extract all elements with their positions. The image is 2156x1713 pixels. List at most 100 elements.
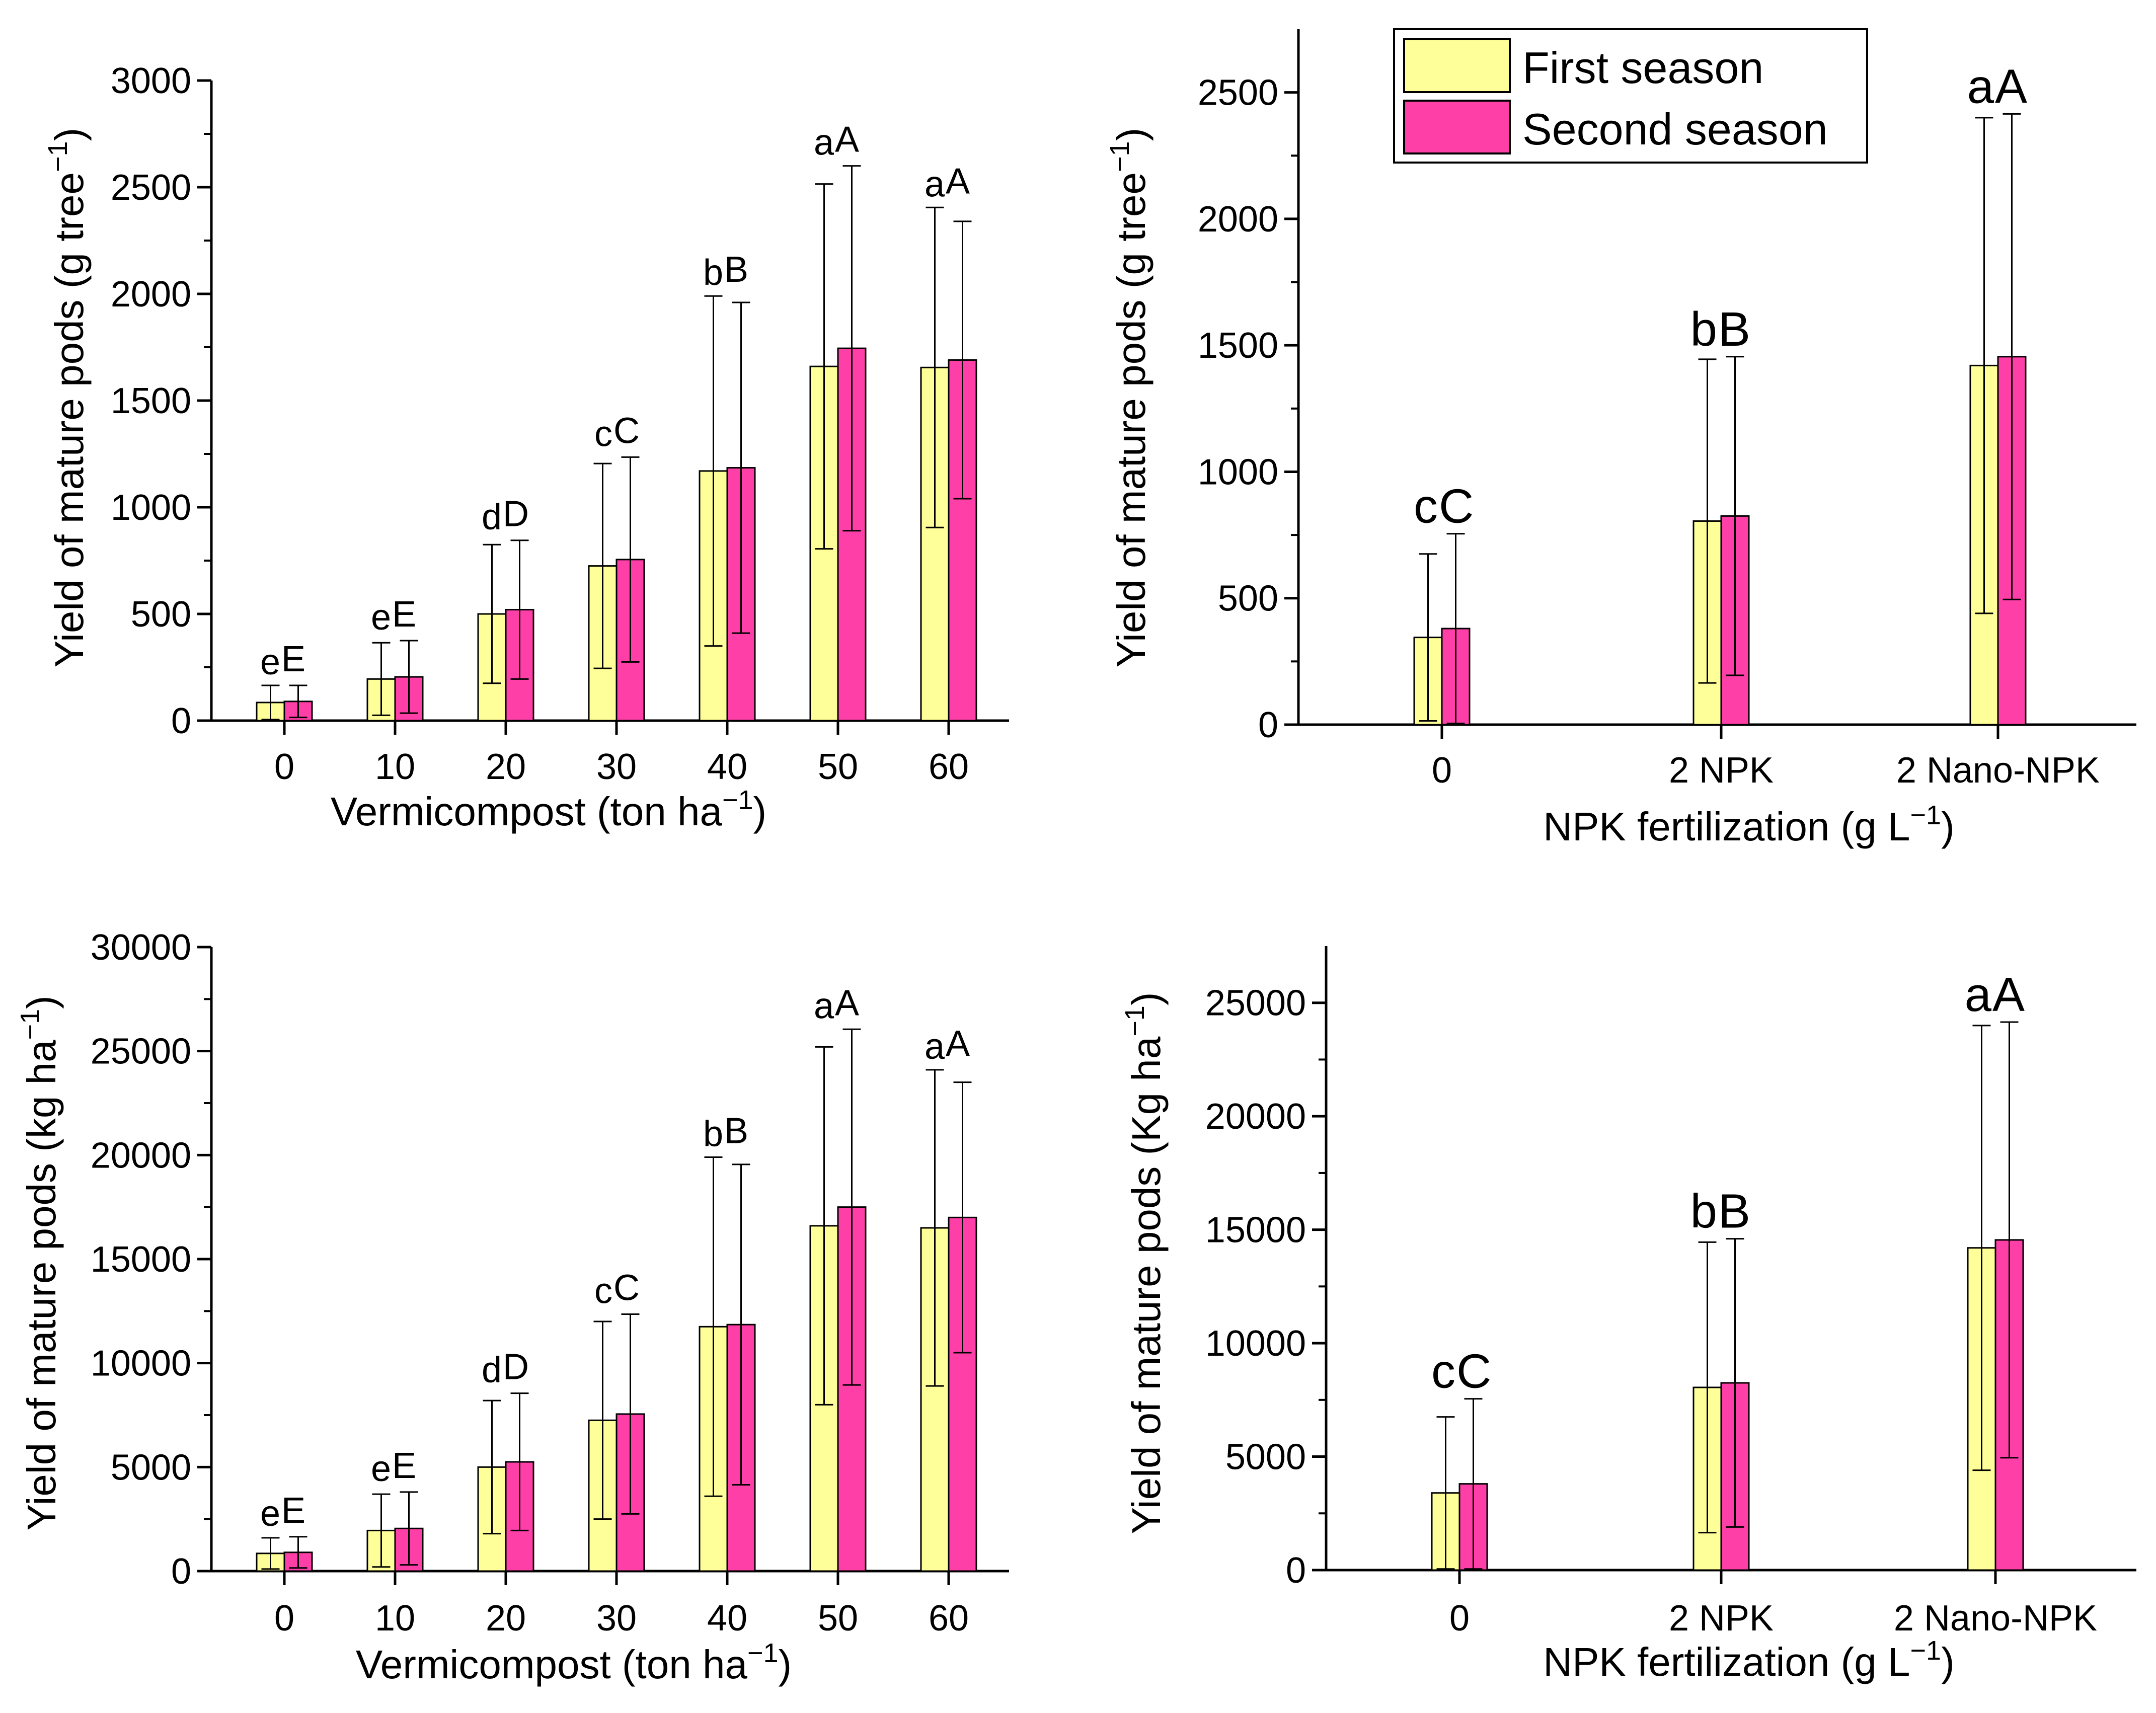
y-tick-label: 0 <box>1286 1550 1306 1591</box>
y-tick-label: 500 <box>1218 579 1278 619</box>
significance-letter-second: A <box>1995 59 2027 113</box>
significance-letter-first: a <box>925 1027 945 1067</box>
x-tick-label: 0 <box>1432 750 1452 791</box>
y-tick-label: 1500 <box>1198 326 1278 366</box>
x-tick-label: 10 <box>375 1598 415 1639</box>
significance-letter-second: A <box>1992 968 2025 1022</box>
x-tick-label: 20 <box>486 747 526 787</box>
panel-top-right: 0 500 1000 1500 2000 2500 0 c C 2 NPK b B 2 Nano-NPK… <box>1105 29 2136 849</box>
y-axis-label: Yield of mature pods (g tree−1) <box>1105 128 1153 667</box>
y-tick-label: 2000 <box>1198 199 1278 240</box>
y-tick-label: 0 <box>1258 705 1278 745</box>
significance-letter-first: c <box>594 1271 612 1311</box>
y-tick-label: 20000 <box>91 1135 191 1176</box>
y-tick-label: 15000 <box>91 1239 191 1280</box>
y-tick-label: 15000 <box>1205 1210 1306 1251</box>
x-tick-label: 50 <box>818 747 858 787</box>
x-tick-label: 40 <box>707 747 747 787</box>
significance-letter-first: b <box>1690 1185 1717 1238</box>
significance-letter-second: A <box>946 161 970 201</box>
y-tick-label: 20000 <box>1205 1097 1306 1137</box>
significance-letter-second: D <box>503 1347 529 1387</box>
x-tick-label: 30 <box>596 1598 637 1639</box>
x-axis-label: NPK fertilization (g L−1) <box>1543 800 1954 849</box>
y-tick-label: 0 <box>171 701 191 741</box>
x-tick-label: 20 <box>486 1598 526 1639</box>
y-tick-label: 10000 <box>1205 1323 1306 1364</box>
x-tick-label: 50 <box>818 1598 858 1639</box>
y-tick-label: 0 <box>171 1551 191 1592</box>
significance-letter-second: A <box>835 120 859 160</box>
legend-swatch-first <box>1403 38 1511 93</box>
x-tick-label: 2 NPK <box>1669 750 1774 791</box>
legend-label-first: First season <box>1522 43 1763 93</box>
x-tick-label: 2 NPK <box>1669 1598 1774 1639</box>
x-axis-label: NPK fertilization (g L−1) <box>1543 1636 1954 1684</box>
significance-letter-first: a <box>1965 968 1992 1022</box>
y-tick-label: 2000 <box>111 274 191 315</box>
significance-letter-first: e <box>371 1449 391 1489</box>
x-tick-label: 60 <box>929 747 969 787</box>
significance-letter-second: A <box>835 983 859 1023</box>
significance-letter-first: c <box>594 414 612 454</box>
significance-letter-second: C <box>613 1268 640 1308</box>
x-tick-label: 0 <box>274 1598 294 1639</box>
x-tick-label: 30 <box>596 747 637 787</box>
y-tick-label: 5000 <box>111 1447 191 1488</box>
legend-label-second: Second season <box>1522 104 1828 154</box>
y-axis-label: Yield of mature pods (Kg ha−1) <box>1120 992 1169 1534</box>
legend-swatch-second <box>1403 100 1511 154</box>
significance-letter-first: e <box>260 642 280 682</box>
x-tick-label: 10 <box>375 747 415 787</box>
y-tick-label: 500 <box>131 594 191 635</box>
y-tick-label: 5000 <box>1225 1437 1306 1477</box>
significance-letter-second: B <box>1718 1185 1750 1238</box>
x-tick-label: 60 <box>929 1598 969 1639</box>
significance-letter-first: d <box>482 497 502 537</box>
significance-letter-second: B <box>1718 302 1750 356</box>
significance-letter-first: b <box>1690 302 1717 356</box>
x-axis-label: Vermicompost (ton ha−1) <box>356 1638 792 1687</box>
significance-letter-second: A <box>946 1024 970 1064</box>
y-tick-label: 10000 <box>91 1344 191 1384</box>
significance-letter-first: b <box>703 253 723 293</box>
y-tick-label: 1000 <box>111 488 191 528</box>
y-axis-label: Yield of mature pods (g tree−1) <box>43 128 92 667</box>
significance-letter-second: C <box>613 411 640 451</box>
x-tick-label: 0 <box>1449 1598 1470 1639</box>
significance-letter-first: a <box>1967 59 1994 113</box>
y-tick-label: 2500 <box>1198 73 1278 113</box>
significance-letter-second: E <box>281 1491 305 1531</box>
significance-letter-second: E <box>392 594 416 635</box>
significance-letter-second: D <box>503 494 529 534</box>
significance-letter-second: C <box>1456 1345 1491 1398</box>
significance-letter-first: d <box>482 1350 502 1390</box>
significance-letter-first: a <box>814 123 834 163</box>
y-tick-label: 1000 <box>1198 452 1278 492</box>
y-tick-label: 1500 <box>111 381 191 421</box>
significance-letter-second: E <box>392 1446 416 1486</box>
significance-letter-first: a <box>814 986 834 1026</box>
significance-letter-first: e <box>371 597 391 638</box>
significance-letter-first: c <box>1414 480 1438 533</box>
significance-letter-first: a <box>925 164 945 204</box>
x-tick-label: 2 Nano-NPK <box>1894 1598 2097 1639</box>
y-axis-label: Yield of mature pods (kg ha−1) <box>15 995 64 1531</box>
x-tick-label: 0 <box>274 747 294 787</box>
significance-letter-second: C <box>1439 480 1474 533</box>
significance-letter-second: E <box>281 639 305 679</box>
legend: First season Second season <box>1393 28 1868 164</box>
y-tick-label: 25000 <box>91 1032 191 1072</box>
y-tick-label: 2500 <box>111 168 191 208</box>
significance-letter-second: B <box>724 1111 748 1151</box>
panel-bottom-right: 0 5000 10000 15000 20000 25000 0 c C 2 NPK b B 2 Nan… <box>1120 946 2136 1684</box>
y-tick-label: 3000 <box>111 61 191 101</box>
significance-letter-first: c <box>1431 1345 1455 1398</box>
x-axis-label: Vermicompost (ton ha−1) <box>331 785 766 834</box>
significance-letter-first: b <box>703 1114 723 1154</box>
significance-letter-second: B <box>724 250 748 290</box>
x-tick-label: 40 <box>707 1598 747 1639</box>
